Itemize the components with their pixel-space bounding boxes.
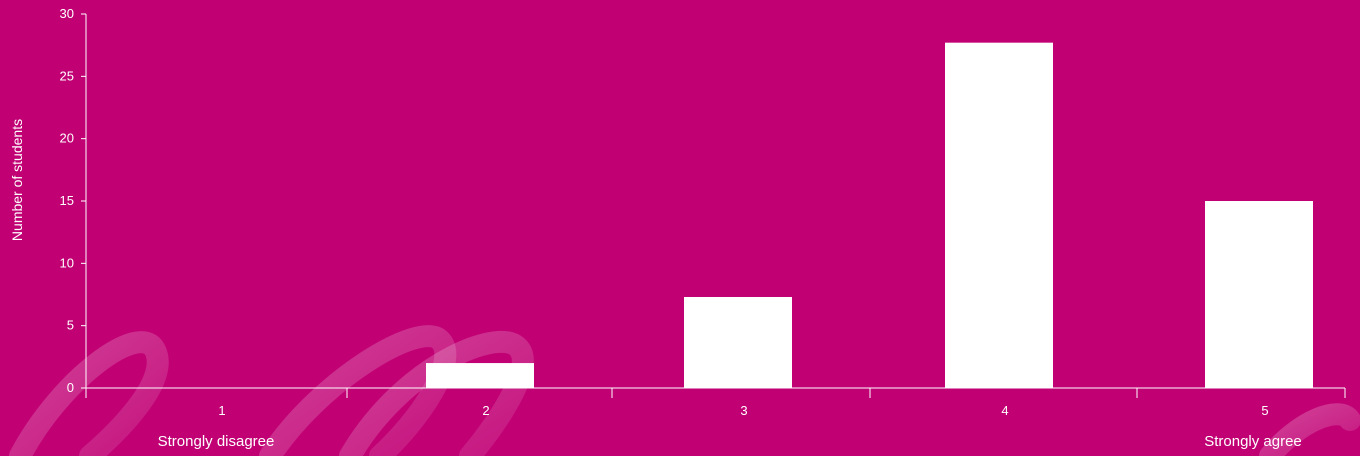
y-tick-label: 5 <box>67 318 74 333</box>
y-tick-label: 25 <box>60 68 74 83</box>
watermark-decoration <box>9 325 1360 456</box>
y-tick-label: 0 <box>67 380 74 395</box>
scale-high-label: Strongly agree <box>1204 433 1302 450</box>
x-tick-label: 1 <box>218 403 225 418</box>
y-axis-title: Number of students <box>9 119 25 241</box>
y-tick-label: 15 <box>60 193 74 208</box>
scale-low-label: Strongly disagree <box>158 433 275 450</box>
bar-5 <box>1205 201 1313 388</box>
bars <box>426 42 1313 388</box>
x-tick-label: 2 <box>482 403 489 418</box>
bar-4 <box>945 42 1053 388</box>
x-axis: 1 2 3 4 5 <box>85 387 1346 418</box>
y-axis-ticks: 0 5 10 15 20 25 30 <box>60 6 87 395</box>
x-tick-label: 5 <box>1261 403 1268 418</box>
x-tick-label: 4 <box>1001 403 1008 418</box>
x-tick-label: 3 <box>740 403 747 418</box>
y-tick-label: 10 <box>60 255 74 270</box>
bar-2 <box>426 363 534 388</box>
y-tick-label: 30 <box>60 6 74 21</box>
bar-3 <box>684 296 792 388</box>
y-tick-label: 20 <box>60 131 74 146</box>
